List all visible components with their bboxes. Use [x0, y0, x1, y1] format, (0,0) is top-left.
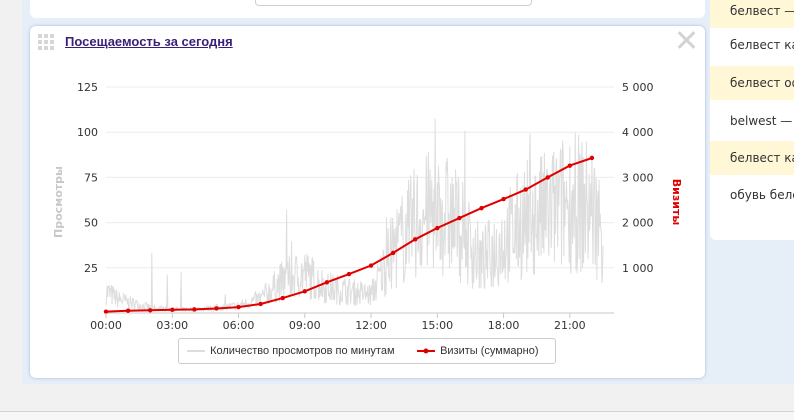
traffic-today-widget: Посещаемость за сегодня 25 50 75 100 125 1 0…	[30, 26, 705, 378]
visits-point	[589, 155, 595, 161]
visits-point	[258, 301, 263, 307]
search-phrase-item[interactable]: белвест —	[710, 0, 794, 28]
visits-point	[567, 163, 573, 168]
visits-point	[103, 309, 109, 314]
visits-point	[192, 307, 197, 312]
visits-point	[390, 250, 396, 256]
x-tick-label: 18:00	[488, 319, 520, 332]
legend-visits-label: Визиты (суммарно)	[440, 345, 539, 357]
search-phrase-item[interactable]: белвест ка	[730, 38, 794, 52]
x-tick-label: 21:00	[554, 319, 586, 332]
widget-title-link[interactable]: Посещаемость за сегодня	[65, 34, 233, 49]
x-tick-label: 03:00	[156, 319, 188, 332]
visits-point	[214, 306, 219, 311]
x-tick-label: 00:00	[90, 319, 122, 332]
y-axis-right-label: Визиты	[670, 179, 683, 226]
legend-item-visits[interactable]: Визиты (суммарно)	[415, 339, 539, 363]
previous-widget-input[interactable]	[255, 0, 532, 6]
x-tick-label: 12:00	[355, 319, 387, 332]
y-right-tick-label: 2 000	[622, 217, 654, 230]
visits-point	[302, 289, 307, 294]
y-right-tick-label: 4 000	[622, 126, 654, 139]
y-left-tick-label: 100	[77, 126, 98, 139]
y-left-tick-label: 50	[84, 217, 98, 230]
x-tick-label: 09:00	[289, 319, 321, 332]
footer-divider	[0, 411, 794, 412]
x-tick-label: 06:00	[223, 319, 255, 332]
visits-point	[125, 308, 131, 313]
y-left-tick-label: 125	[77, 81, 98, 94]
legend-views-label: Количество просмотров по минутам	[210, 345, 395, 357]
legend-visits-swatch-icon	[417, 348, 435, 354]
y-right-tick-label: 1 000	[622, 262, 654, 275]
visits-point	[545, 175, 550, 180]
y-axis-left-label: Просмотры	[52, 166, 65, 238]
visits-point	[435, 225, 440, 231]
visits-point	[368, 263, 374, 268]
search-phrase-item[interactable]: белвест оф	[710, 66, 794, 100]
search-phrase-item[interactable]: белвест ка	[710, 141, 794, 175]
visits-point	[457, 215, 462, 221]
legend-views-swatch-icon	[187, 350, 205, 352]
previous-widget	[30, 0, 705, 18]
y-left-tick-label: 75	[84, 171, 98, 184]
visits-point	[324, 280, 330, 285]
views-per-minute-line	[105, 118, 604, 314]
chart-legend: Количество просмотров по минутам Визиты …	[178, 338, 556, 364]
legend-item-views[interactable]: Количество просмотров по минутам	[185, 339, 395, 363]
search-phrase-item[interactable]: belwest —	[730, 114, 793, 128]
traffic-chart: 25 50 75 100 125 1 000 2 000 3 000 4 000 5 000 0…	[52, 81, 683, 332]
drag-handle-icon[interactable]	[38, 34, 54, 50]
visits-point	[236, 304, 241, 310]
y-right-tick-label: 3 000	[622, 171, 654, 184]
visits-point	[346, 271, 352, 277]
x-tick-label: 15:00	[421, 319, 453, 332]
y-left-tick-label: 25	[84, 262, 98, 275]
visits-point	[479, 205, 484, 211]
visits-point	[523, 187, 528, 192]
visits-point	[413, 237, 418, 242]
search-phrase-item[interactable]: обувь беле	[730, 188, 794, 202]
visits-point	[501, 196, 506, 202]
visits-point	[170, 307, 175, 313]
y-right-tick-label: 5 000	[622, 81, 654, 94]
visits-point	[280, 295, 285, 301]
visits-point	[147, 308, 153, 313]
search-phrases-panel: белвест — белвест ка белвест оф belwest …	[710, 0, 794, 240]
footer	[0, 412, 794, 420]
